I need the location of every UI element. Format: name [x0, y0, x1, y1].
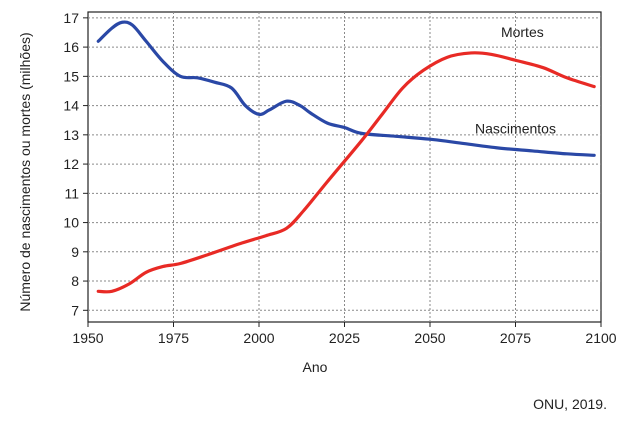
y-tick-label: 13	[63, 127, 79, 143]
source-note: ONU, 2019.	[533, 396, 607, 412]
series-label-nascimentos: Nascimentos	[475, 120, 556, 136]
x-tick-label: 1950	[72, 330, 103, 346]
y-tick-label: 8	[71, 273, 79, 289]
y-tick-label: 7	[71, 302, 79, 318]
x-tick-label: 2100	[585, 330, 616, 346]
y-tick-label: 11	[64, 185, 79, 201]
series-line-nascimentos	[96, 20, 596, 157]
y-tick-label: 12	[63, 156, 79, 172]
x-axis-title: Ano	[303, 359, 328, 375]
y-tick-label: 15	[63, 68, 79, 84]
labels: Nascimentos Mortes	[475, 24, 556, 137]
x-tick-label: 2050	[414, 330, 445, 346]
y-axis-title: Número de nascimentos ou mortes (milhões…	[17, 32, 33, 311]
x-tick-label: 2025	[329, 330, 360, 346]
x-tick-label: 2000	[243, 330, 274, 346]
y-tick-label: 17	[63, 10, 79, 26]
y-tick-label: 16	[63, 39, 79, 55]
grid	[88, 12, 601, 322]
y-tick-label: 10	[63, 215, 79, 231]
series-label-mortes: Mortes	[501, 24, 544, 40]
y-tick-label: 9	[71, 244, 79, 260]
ticks: 7 8 9 10 11 12 13 14 15 16 17 1950 1975 2000 2025 2050 2…	[63, 10, 616, 346]
plot-area	[87, 11, 602, 323]
series-line-mortes	[96, 51, 596, 294]
y-tick-label: 14	[63, 98, 79, 114]
x-tick-label: 1975	[158, 330, 189, 346]
series-lines	[96, 20, 596, 294]
x-tick-label: 2075	[500, 330, 531, 346]
